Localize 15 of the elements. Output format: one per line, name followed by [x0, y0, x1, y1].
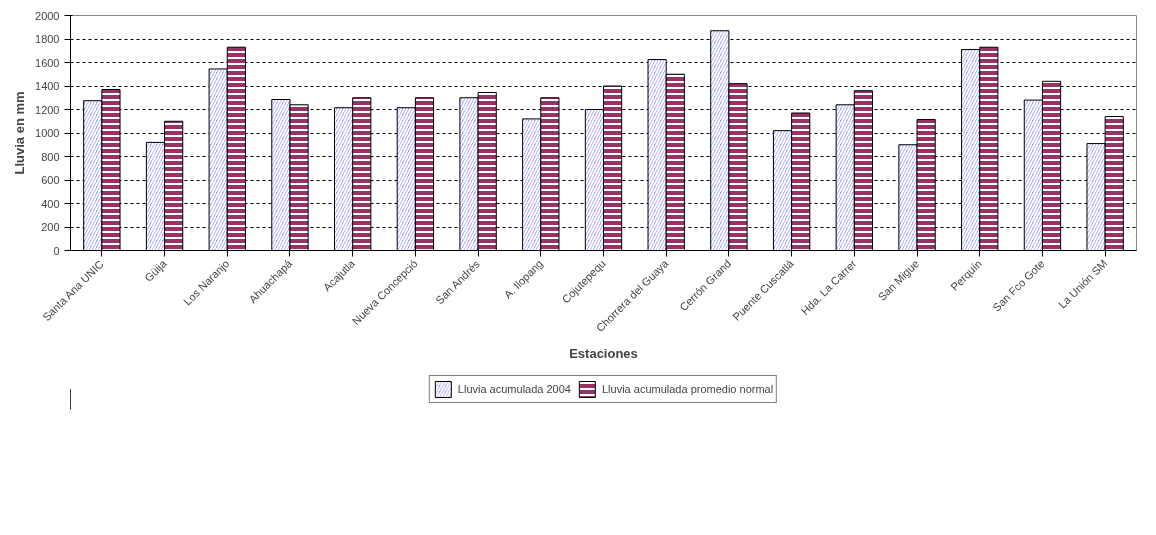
- y-tick-label: 1400: [35, 80, 60, 92]
- y-tick-label: 1000: [35, 127, 60, 139]
- y-tick-label: 1800: [35, 33, 60, 45]
- y-tick-label: 1600: [35, 56, 60, 69]
- y-tick-label: 2000: [35, 9, 60, 22]
- y-tick-label: 200: [41, 221, 60, 233]
- legend-label: Lluvia acumulada promedio normal: [601, 383, 774, 395]
- y-tick-label: 400: [41, 197, 60, 210]
- y-tick-label: 1200: [35, 103, 60, 116]
- x-axis-title: Estaciones: [569, 346, 638, 362]
- y-tick-label: 800: [41, 150, 60, 163]
- y-axis-title: Lluvia en mm: [12, 91, 28, 175]
- y-tick-label: 0: [53, 244, 60, 257]
- y-tick-label: 600: [41, 174, 60, 186]
- legend-label: Lluvia acumulada 2004: [457, 383, 571, 395]
